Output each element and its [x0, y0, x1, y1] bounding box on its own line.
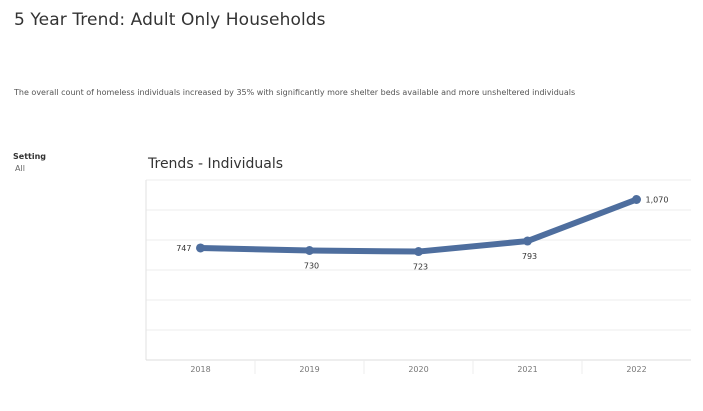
data-point [305, 246, 314, 255]
data-point [523, 236, 532, 246]
x-tick-label: 2020 [408, 365, 428, 374]
x-tick-label: 2018 [190, 365, 210, 374]
page-title: 5 Year Trend: Adult Only Households [14, 10, 326, 30]
setting-filter[interactable]: Setting All [13, 152, 46, 173]
chart-title: Trends - Individuals [148, 156, 284, 172]
x-tick-label: 2021 [517, 365, 537, 374]
x-tick-label: 2019 [299, 365, 319, 374]
data-point [196, 243, 205, 253]
data-label: 747 [176, 244, 191, 253]
page-subtitle: The overall count of homeless individual… [14, 88, 576, 97]
x-tick-label: 2022 [626, 365, 646, 374]
data-label: 730 [304, 262, 319, 271]
data-label: 1,070 [646, 196, 669, 205]
setting-filter-value[interactable]: All [15, 164, 25, 173]
data-label: 793 [522, 252, 537, 261]
data-point [414, 247, 423, 257]
data-point [632, 195, 641, 204]
series-line [197, 196, 640, 255]
setting-filter-label: Setting [13, 152, 46, 161]
data-label: 723 [413, 263, 428, 272]
